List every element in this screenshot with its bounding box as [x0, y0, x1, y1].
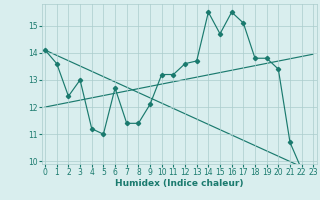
X-axis label: Humidex (Indice chaleur): Humidex (Indice chaleur)	[115, 179, 244, 188]
